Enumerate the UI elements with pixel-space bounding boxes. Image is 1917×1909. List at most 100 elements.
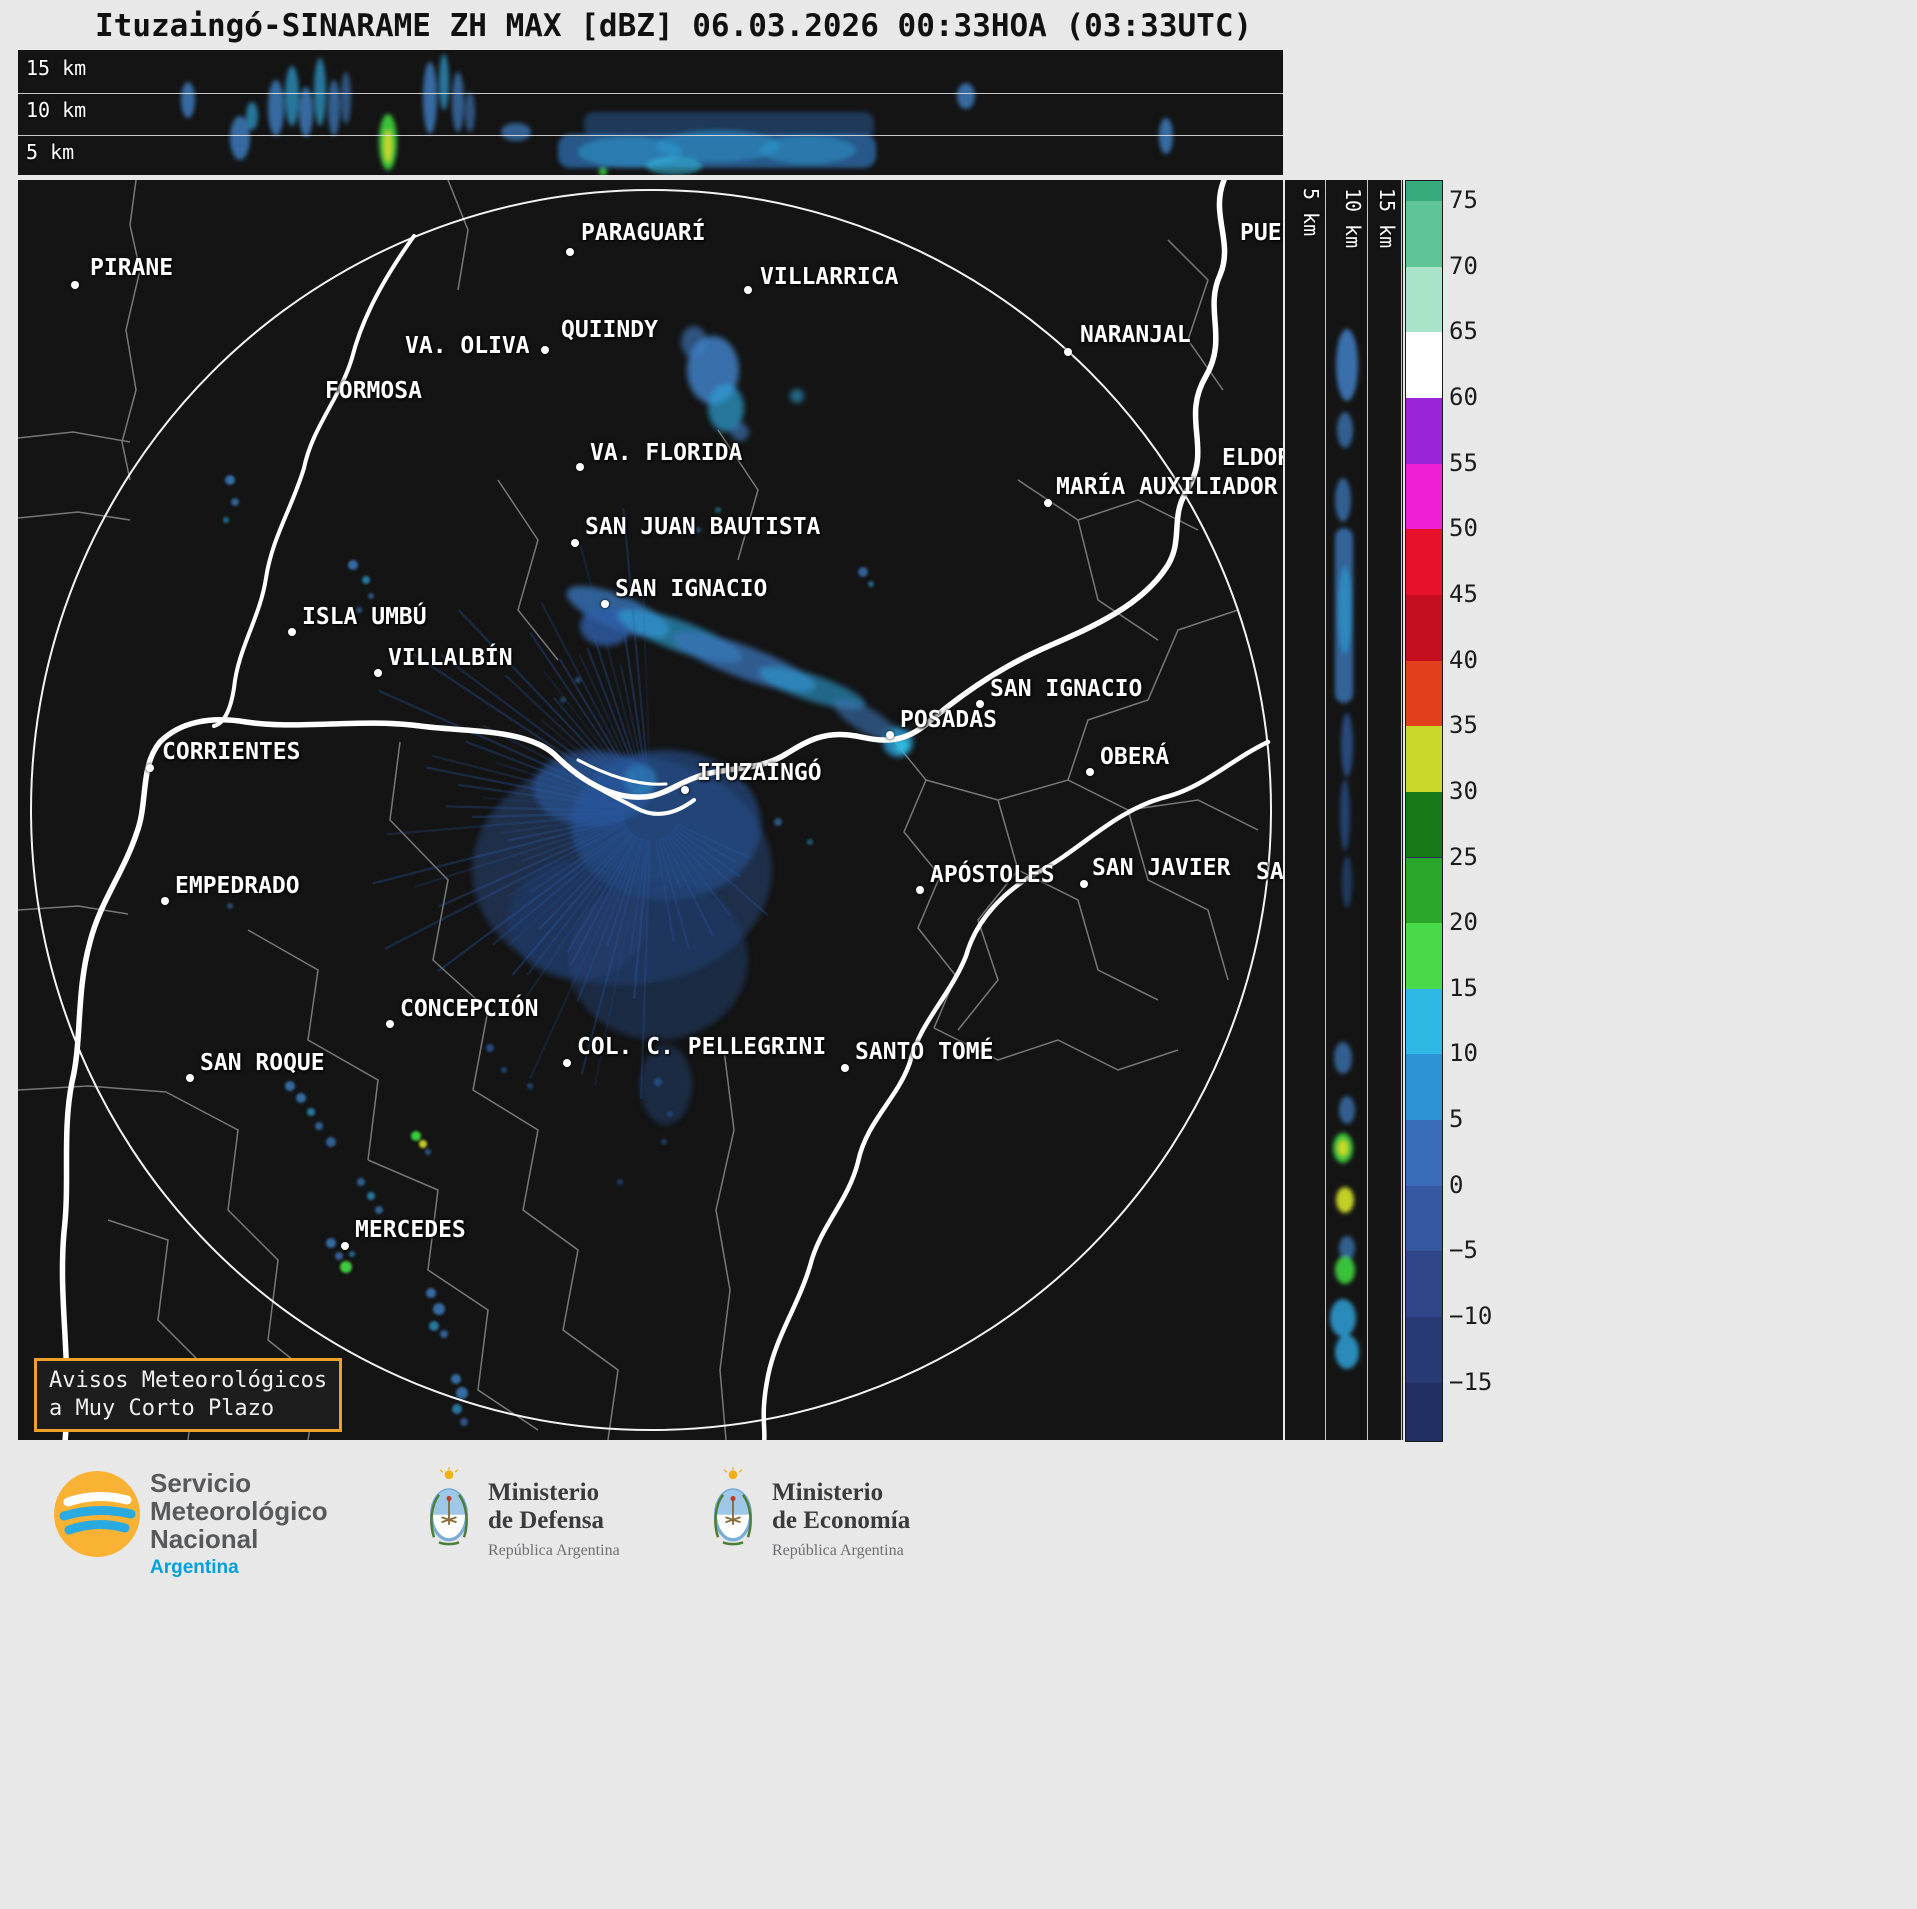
warning-badge-line2: a Muy Corto Plazo xyxy=(49,1396,275,1421)
city-dot xyxy=(841,1064,849,1072)
coat-of-arms-icon xyxy=(429,1467,469,1546)
city-label: CORRIENTES xyxy=(162,739,301,765)
city-label: SAN IGNACIO xyxy=(990,676,1143,702)
city-dot xyxy=(571,539,579,547)
height-label-5km: 5 km xyxy=(26,140,75,164)
height-label-5km-v: 5 km xyxy=(1299,188,1323,237)
colorbar-tick-label: 20 xyxy=(1449,908,1478,937)
colorbar-band xyxy=(1406,332,1442,398)
radar-map-canvas xyxy=(18,180,1272,1440)
height-label-10km-v: 10 km xyxy=(1341,188,1365,249)
city-label: ITUZAINGÓ xyxy=(697,760,822,786)
colorbar-tick-label: 45 xyxy=(1449,579,1478,608)
colorbar-tick-label: 35 xyxy=(1449,711,1478,740)
colorbar-band xyxy=(1406,1317,1442,1383)
city-label: VA. FLORIDA xyxy=(590,440,743,466)
colorbar xyxy=(1405,180,1443,1442)
city-dot xyxy=(288,628,296,636)
page-title: Ituzaingó-SINARAME ZH MAX [dBZ] 06.03.20… xyxy=(95,8,1253,44)
defensa-sub: República Argentina xyxy=(488,1542,620,1559)
warning-badge: Avisos Meteorológicos a Muy Corto Plazo xyxy=(34,1358,343,1432)
city-label: PUE xyxy=(1240,220,1282,246)
city-dot xyxy=(146,764,154,772)
colorbar-band xyxy=(1406,660,1442,727)
colorbar-ticks: 75 70 65 60 55 50 45 40 35 30 25 20 15 10 5 0 −5 −10 −15 xyxy=(1449,180,1539,1440)
city-dot xyxy=(71,281,79,289)
city-dot xyxy=(681,786,689,794)
economia-sub: República Argentina xyxy=(772,1542,904,1559)
coat-of-arms-icon xyxy=(713,1467,753,1546)
city-dot xyxy=(916,886,924,894)
smn-text: Servicio Meteorológico Nacional Argentin… xyxy=(150,1469,328,1579)
city-label: OBERÁ xyxy=(1100,744,1170,770)
colorbar-band xyxy=(1406,1251,1442,1318)
city-label: SANTO TOMÉ xyxy=(855,1039,994,1065)
defensa-line2: de Defensa xyxy=(488,1507,604,1534)
economia-crest-icon xyxy=(708,1467,758,1559)
colorbar-band xyxy=(1406,988,1442,1055)
city-label: SAN JAVIER xyxy=(1092,855,1231,881)
city-label: VILLALBÍN xyxy=(388,645,513,671)
smn-name-line3: Nacional xyxy=(150,1524,259,1554)
colorbar-tick-label: 0 xyxy=(1449,1170,1464,1199)
city-label: SAN xyxy=(1256,859,1283,885)
city-label: ISLA UMBÚ xyxy=(302,604,427,630)
colorbar-band xyxy=(1406,1120,1442,1186)
city-dot xyxy=(744,286,752,294)
city-label: MERCEDES xyxy=(355,1217,466,1243)
city-dot xyxy=(541,346,549,354)
colorbar-band xyxy=(1406,201,1442,267)
city-dot xyxy=(341,1242,349,1250)
city-label: SAN JUAN BAUTISTA xyxy=(585,514,821,540)
city-dot xyxy=(886,731,894,739)
colorbar-tick-label: 30 xyxy=(1449,776,1478,805)
colorbar-tick-label: −5 xyxy=(1449,1236,1478,1265)
city-dot xyxy=(374,669,382,677)
radar-echo-specks xyxy=(223,475,874,1426)
city-label: VILLARRICA xyxy=(760,264,899,290)
colorbar-tick-label: 75 xyxy=(1449,186,1478,214)
city-label: FORMOSA xyxy=(325,378,422,404)
city-label: PARAGUARÍ xyxy=(581,220,706,246)
smn-name-line1: Servicio xyxy=(150,1468,252,1498)
colorbar-tick-label: 5 xyxy=(1449,1105,1464,1134)
defensa-text: Ministerio de Defensa República Argentin… xyxy=(488,1479,620,1560)
height-gridline-10km-v xyxy=(1367,180,1368,1440)
city-label: VA. OLIVA xyxy=(405,333,530,359)
city-dot xyxy=(161,897,169,905)
city-label: CONCEPCIÓN xyxy=(400,996,539,1022)
colorbar-tick-label: 70 xyxy=(1449,251,1478,280)
colorbar-band xyxy=(1406,266,1442,333)
colorbar-band xyxy=(1406,1382,1442,1441)
city-label: QUIINDY xyxy=(561,317,658,343)
city-dot xyxy=(976,700,984,708)
colorbar-band xyxy=(1406,529,1442,595)
city-label: MARÍA AUXILIADOR xyxy=(1056,474,1278,500)
height-gridline-10km xyxy=(18,93,1283,94)
city-label: NARANJAL xyxy=(1080,322,1191,348)
city-label: ELDOR xyxy=(1222,445,1283,471)
cross-section-right-echoes xyxy=(1330,329,1359,1369)
city-label: EMPEDRADO xyxy=(175,873,300,899)
colorbar-tick-label: −15 xyxy=(1449,1367,1493,1396)
city-dot xyxy=(186,1074,194,1082)
colorbar-tick-label: 50 xyxy=(1449,514,1478,543)
city-dot xyxy=(1044,499,1052,507)
height-gridline-15km-v xyxy=(1401,180,1402,1440)
colorbar-band xyxy=(1406,791,1442,858)
city-label: COL. C. PELLEGRINI xyxy=(577,1034,827,1060)
city-dot xyxy=(566,248,574,256)
smn-name-line2: Meteorológico xyxy=(150,1496,328,1526)
city-label: SAN IGNACIO xyxy=(615,576,768,602)
colorbar-band xyxy=(1406,463,1442,530)
city-dot xyxy=(1086,768,1094,776)
colorbar-tick-label: 55 xyxy=(1449,448,1478,477)
smn-country: Argentina xyxy=(150,1557,239,1578)
city-label: SAN ROQUE xyxy=(200,1050,325,1076)
colorbar-band xyxy=(1406,1185,1442,1252)
cross-section-top-panel: 15 km 10 km 5 km xyxy=(18,50,1283,175)
colorbar-tick-label: 25 xyxy=(1449,842,1478,871)
defensa-line1: Ministerio xyxy=(488,1479,600,1506)
city-dot xyxy=(576,463,584,471)
economia-line2: de Economía xyxy=(772,1507,911,1534)
